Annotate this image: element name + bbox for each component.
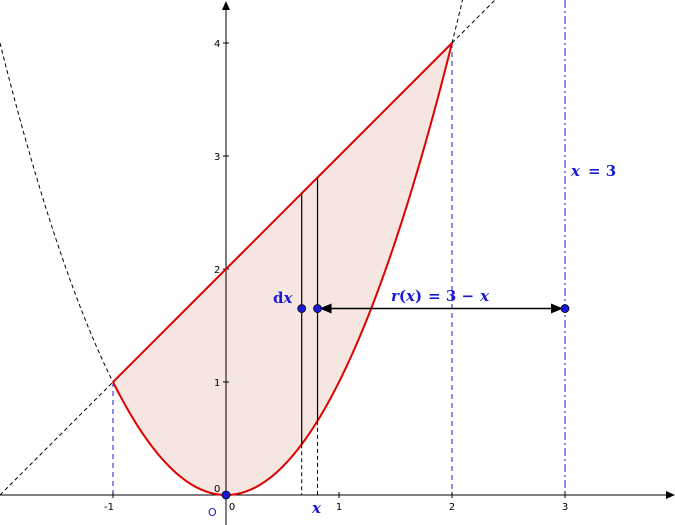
strip-left-point [297, 304, 307, 313]
x-tick-label: 3 [562, 502, 568, 513]
dx-label: dx [273, 289, 294, 307]
x-tick-label: 2 [449, 502, 455, 513]
x-tick-label: -1 [104, 502, 114, 513]
parabola-dashed-extension [0, 0, 464, 383]
y-tick-label: 0 [214, 484, 220, 495]
strip-right-point [313, 304, 322, 313]
x-tick-label: 1 [336, 502, 342, 513]
y-axis-arrow-icon [222, 1, 230, 10]
x-tick-label: 0 [229, 502, 235, 513]
origin-point [221, 490, 231, 500]
shaded-region [113, 43, 452, 495]
axis-ticks: -1 0 1 2 3 0 1 2 3 4 [104, 39, 568, 513]
x-marker-label: x [311, 499, 322, 517]
radius-arrowhead-right-icon [551, 303, 563, 314]
x-axis-arrow-icon [666, 491, 675, 499]
parabola-boundary [112, 42, 453, 497]
radius-arrowhead-left-icon [319, 303, 332, 314]
origin-label: O [208, 506, 217, 519]
line-boundary [112, 42, 453, 383]
y-tick-label: 1 [214, 378, 220, 389]
axis-point [560, 304, 570, 313]
radius-label: r(x) = 3 − x [391, 287, 490, 305]
line-dashed-extension [0, 0, 496, 496]
y-tick-label: 3 [214, 152, 220, 163]
axis-of-rotation-label: x = 3 [570, 162, 616, 180]
y-tick-label: 4 [214, 39, 220, 50]
y-tick-label: 2 [214, 265, 220, 276]
